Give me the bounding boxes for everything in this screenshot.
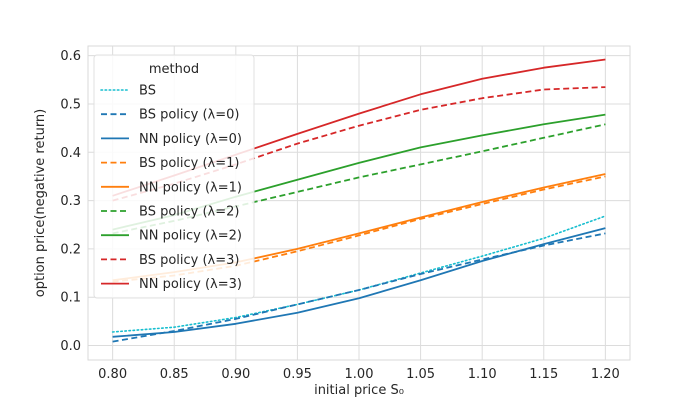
series-line-5: [112, 123, 606, 235]
y-tick-label: 0.1: [60, 291, 81, 306]
series-line-7: [112, 86, 606, 202]
x-tick-label: 1.10: [468, 367, 497, 382]
y-tick-label: 0.0: [60, 339, 81, 354]
x-axis-label: initial price S₀: [314, 383, 404, 398]
x-tick-label: 1.15: [529, 367, 558, 382]
x-tick-label: 1.20: [591, 367, 620, 382]
legend-label-5: BS policy (λ=2): [139, 205, 239, 220]
legend-items: BS BS policy (λ=0) NN policy (λ=0) BS polic…: [100, 84, 242, 292]
legend-label-3: BS policy (λ=1): [139, 156, 239, 171]
legend-label-0: BS: [139, 84, 156, 99]
legend-label-8: NN policy (λ=3): [139, 277, 242, 292]
x-tick-label: 0.90: [221, 367, 250, 382]
x-tick-label: 1.05: [406, 367, 435, 382]
y-tick-label: 0.4: [60, 146, 81, 161]
y-tick-labels: 0.0 0.1 0.2 0.3 0.4 0.5 0.6: [60, 49, 81, 354]
series-line-2: [112, 227, 606, 338]
y-axis-label: option price(negative return): [33, 109, 48, 297]
legend-label-7: BS policy (λ=3): [139, 253, 239, 268]
x-tick-label: 0.85: [160, 367, 189, 382]
x-tick-label: 0.80: [98, 367, 127, 382]
legend-box: [93, 54, 255, 299]
series-line-3: [112, 175, 606, 283]
y-tick-label: 0.2: [60, 242, 81, 257]
y-tick-label: 0.3: [60, 194, 81, 209]
y-tick-label: 0.5: [60, 97, 81, 112]
legend-label-4: NN policy (λ=1): [139, 180, 242, 195]
legend-label-2: NN policy (λ=0): [139, 132, 242, 147]
y-tick-label: 0.6: [60, 49, 81, 64]
legend-label-1: BS policy (λ=0): [139, 108, 239, 123]
legend-title: method: [149, 62, 199, 77]
plot-frame: [87, 45, 631, 361]
x-tick-label: 0.95: [283, 367, 312, 382]
x-tick-label: 1.00: [345, 367, 374, 382]
x-tick-labels: 0.80 0.85 0.90 0.95 1.00 1.05 1.10 1.15 1.20: [98, 367, 620, 382]
legend-label-6: NN policy (λ=2): [139, 229, 242, 244]
